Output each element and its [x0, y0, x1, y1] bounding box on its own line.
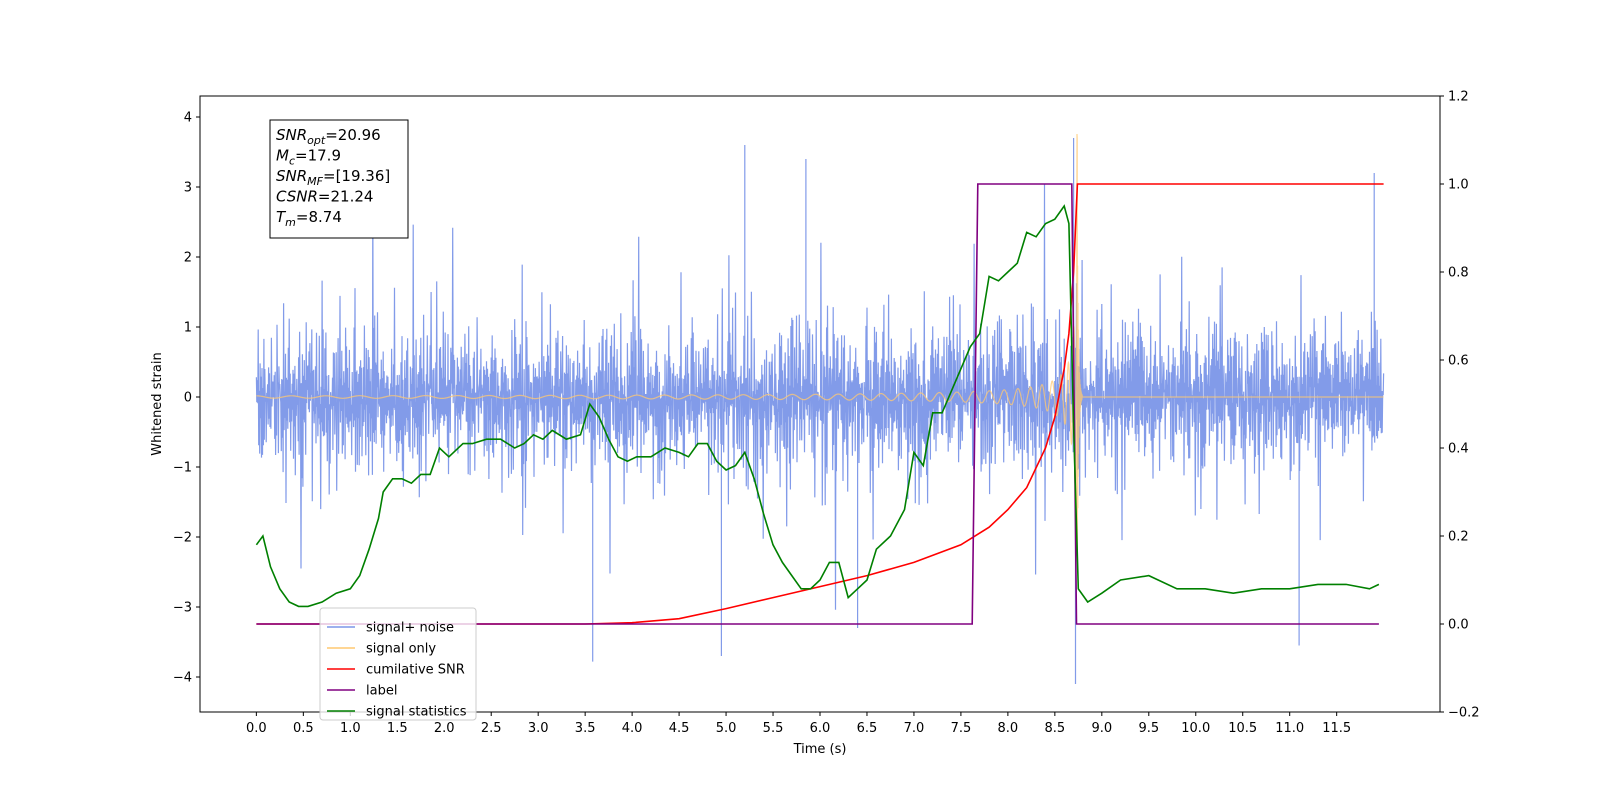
x-tick-label: 11.5 — [1322, 721, 1351, 736]
x-tick-label: 1.0 — [340, 721, 361, 736]
y-left-tick-label: 4 — [184, 111, 192, 126]
x-tick-label: 2.5 — [481, 721, 502, 736]
y-right-tick-label: 0.6 — [1448, 354, 1469, 369]
x-tick-label: 6.5 — [857, 721, 878, 736]
x-axis-label: Time (s) — [793, 742, 847, 757]
x-tick-label: 5.5 — [763, 721, 784, 736]
x-tick-label: 2.0 — [434, 721, 455, 736]
x-tick-label: 0.5 — [293, 721, 314, 736]
x-tick-label: 8.0 — [998, 721, 1019, 736]
x-tick-label: 7.5 — [951, 721, 972, 736]
info-box-frame — [269, 119, 409, 239]
info-line: CSNR=21.24 — [276, 188, 373, 206]
info-box: SNRopt=20.96Mc=17.9SNRMF=[19.36]CSNR=21.… — [269, 119, 409, 239]
x-tick-label: 3.0 — [528, 721, 549, 736]
series-cumilative-snr-line — [256, 183, 1384, 625]
series-layer — [255, 133, 1385, 684]
legend-label: label — [366, 684, 397, 699]
legend: signal+ noise signal only cumilative SNR la… — [319, 607, 477, 721]
x-tick-label: 3.5 — [575, 721, 596, 736]
x-tick-label: 8.5 — [1045, 721, 1066, 736]
x-tick-label: 4.0 — [622, 721, 643, 736]
series-label-line — [256, 183, 1379, 625]
legend-frame — [319, 607, 477, 721]
x-tick-label: 0.0 — [246, 721, 267, 736]
x-axis: 0.0 0.5 1.0 1.5 2.0 2.5 3.0 3.5 4.0 4.5 5.0 5.5 6.0 6… — [246, 712, 1351, 736]
legend-label: signal+ noise — [366, 621, 454, 636]
y-right-tick-label: 1.2 — [1448, 90, 1469, 105]
legend-label: cumilative SNR — [366, 663, 465, 678]
y-axis-left: 4 3 2 1 0 −1 −2 −3 −4 — [173, 111, 200, 686]
x-tick-label: 9.5 — [1138, 721, 1159, 736]
y-right-tick-label: 0.4 — [1448, 442, 1469, 457]
y-left-tick-label: −1 — [173, 461, 192, 476]
y-left-tick-label: −3 — [173, 601, 192, 616]
x-tick-label: 7.0 — [904, 721, 925, 736]
y-left-tick-label: −2 — [173, 531, 192, 546]
x-tick-label: 10.5 — [1228, 721, 1257, 736]
x-tick-label: 10.0 — [1181, 721, 1210, 736]
y-right-tick-label: 1.0 — [1448, 178, 1469, 193]
legend-label: signal only — [366, 642, 436, 657]
y-left-tick-label: 0 — [184, 391, 192, 406]
info-line: Mc=17.9 — [276, 147, 341, 168]
series-signal-only-line — [256, 133, 1384, 553]
x-tick-label: 5.0 — [716, 721, 737, 736]
info-line: Tm=8.74 — [276, 208, 342, 229]
info-line: SNRopt=20.96 — [276, 126, 381, 147]
x-tick-label: 9.0 — [1091, 721, 1112, 736]
info-line: SNRMF=[19.36] — [276, 167, 390, 188]
y-right-tick-label: 0.8 — [1448, 266, 1469, 281]
y-axis-left-label: Whitened strain — [150, 352, 165, 455]
y-right-tick-label: 0.2 — [1448, 530, 1469, 545]
y-left-tick-label: 2 — [184, 251, 192, 266]
y-axis-right: 1.2 1.0 0.8 0.6 0.4 0.2 0.0 −0.2 — [1440, 90, 1480, 721]
legend-label: signal statistics — [366, 705, 467, 720]
x-tick-label: 4.5 — [669, 721, 690, 736]
y-left-tick-label: 3 — [184, 181, 192, 196]
x-tick-label: 1.5 — [387, 721, 408, 736]
x-tick-label: 6.0 — [810, 721, 831, 736]
y-right-tick-label: −0.2 — [1448, 706, 1480, 721]
series-signal-statistics-line — [255, 204, 1380, 608]
y-left-tick-label: 1 — [184, 321, 192, 336]
x-tick-label: 11.0 — [1275, 721, 1304, 736]
y-left-tick-label: −4 — [173, 671, 192, 686]
y-right-tick-label: 0.0 — [1448, 618, 1469, 633]
